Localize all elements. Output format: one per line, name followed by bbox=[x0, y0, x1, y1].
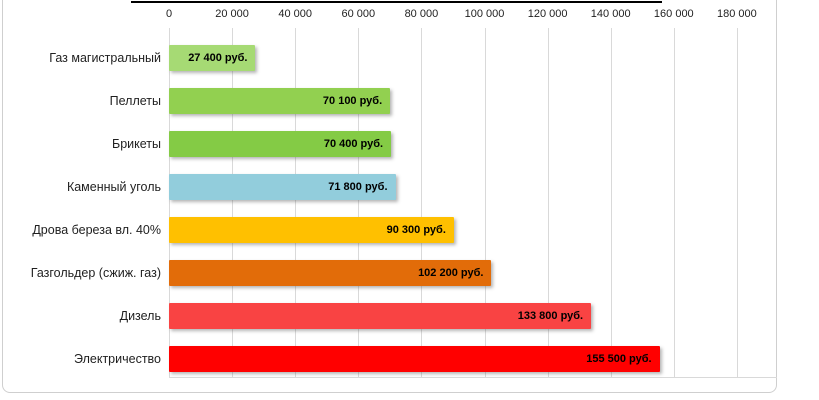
x-axis-tick-label: 140 000 bbox=[590, 8, 631, 20]
value-label: 102 200 руб. bbox=[418, 266, 484, 279]
x-axis-tick-label: 100 000 bbox=[464, 8, 505, 20]
gridline bbox=[610, 28, 612, 377]
value-label: 90 300 руб. bbox=[386, 223, 446, 236]
bar: 70 100 руб. bbox=[169, 87, 391, 114]
category-label: Пеллеты bbox=[109, 93, 161, 108]
category-label: Газгольдер (сжиж. газ) bbox=[30, 265, 161, 280]
bar: 90 300 руб. bbox=[169, 216, 454, 243]
x-axis-tick-label: 160 000 bbox=[653, 8, 694, 20]
value-label: 27 400 руб. bbox=[188, 51, 248, 64]
gridline bbox=[547, 28, 549, 377]
category-label: Дизель bbox=[119, 308, 161, 323]
gridline bbox=[358, 28, 360, 377]
gridline bbox=[736, 28, 738, 377]
gridline bbox=[421, 28, 423, 377]
bar: 27 400 руб. bbox=[169, 44, 256, 71]
x-axis-tick-label: 40 000 bbox=[278, 8, 313, 20]
x-axis-tick-label: 120 000 bbox=[527, 8, 568, 20]
gridline bbox=[484, 28, 486, 377]
gridline bbox=[673, 28, 675, 377]
x-axis-tick-label: 80 000 bbox=[404, 8, 439, 20]
value-label: 70 400 руб. bbox=[323, 137, 384, 150]
category-label: Брикеты bbox=[112, 136, 161, 151]
value-label: 133 800 руб. bbox=[517, 309, 584, 322]
x-axis-tick-label: 20 000 bbox=[215, 8, 249, 20]
value-label: 70 100 руб. bbox=[322, 94, 383, 107]
category-label: Дрова береза вл. 40% bbox=[32, 222, 161, 237]
x-axis-tick-label: 180 000 bbox=[717, 8, 757, 20]
chart-title-underline bbox=[131, 1, 662, 3]
gridline bbox=[295, 28, 297, 377]
x-axis-tick-label: 0 bbox=[165, 8, 173, 20]
category-label: Каменный уголь bbox=[66, 179, 161, 194]
value-label: 71 800 руб. bbox=[328, 180, 388, 193]
bar: 71 800 руб. bbox=[169, 173, 396, 200]
bar: 133 800 руб. bbox=[169, 302, 592, 329]
x-axis-tick-label: 60 000 bbox=[341, 8, 376, 20]
gridline bbox=[169, 28, 170, 377]
gridline bbox=[232, 28, 234, 377]
category-label: Газ магистральный bbox=[49, 50, 161, 65]
bar: 155 500 руб. bbox=[169, 345, 660, 372]
x-axis-line bbox=[169, 377, 777, 378]
category-label: Электричество bbox=[74, 351, 161, 366]
value-label: 155 500 руб. bbox=[586, 352, 652, 365]
bar: 102 200 руб. bbox=[169, 259, 492, 286]
bar: 70 400 руб. bbox=[169, 130, 392, 157]
